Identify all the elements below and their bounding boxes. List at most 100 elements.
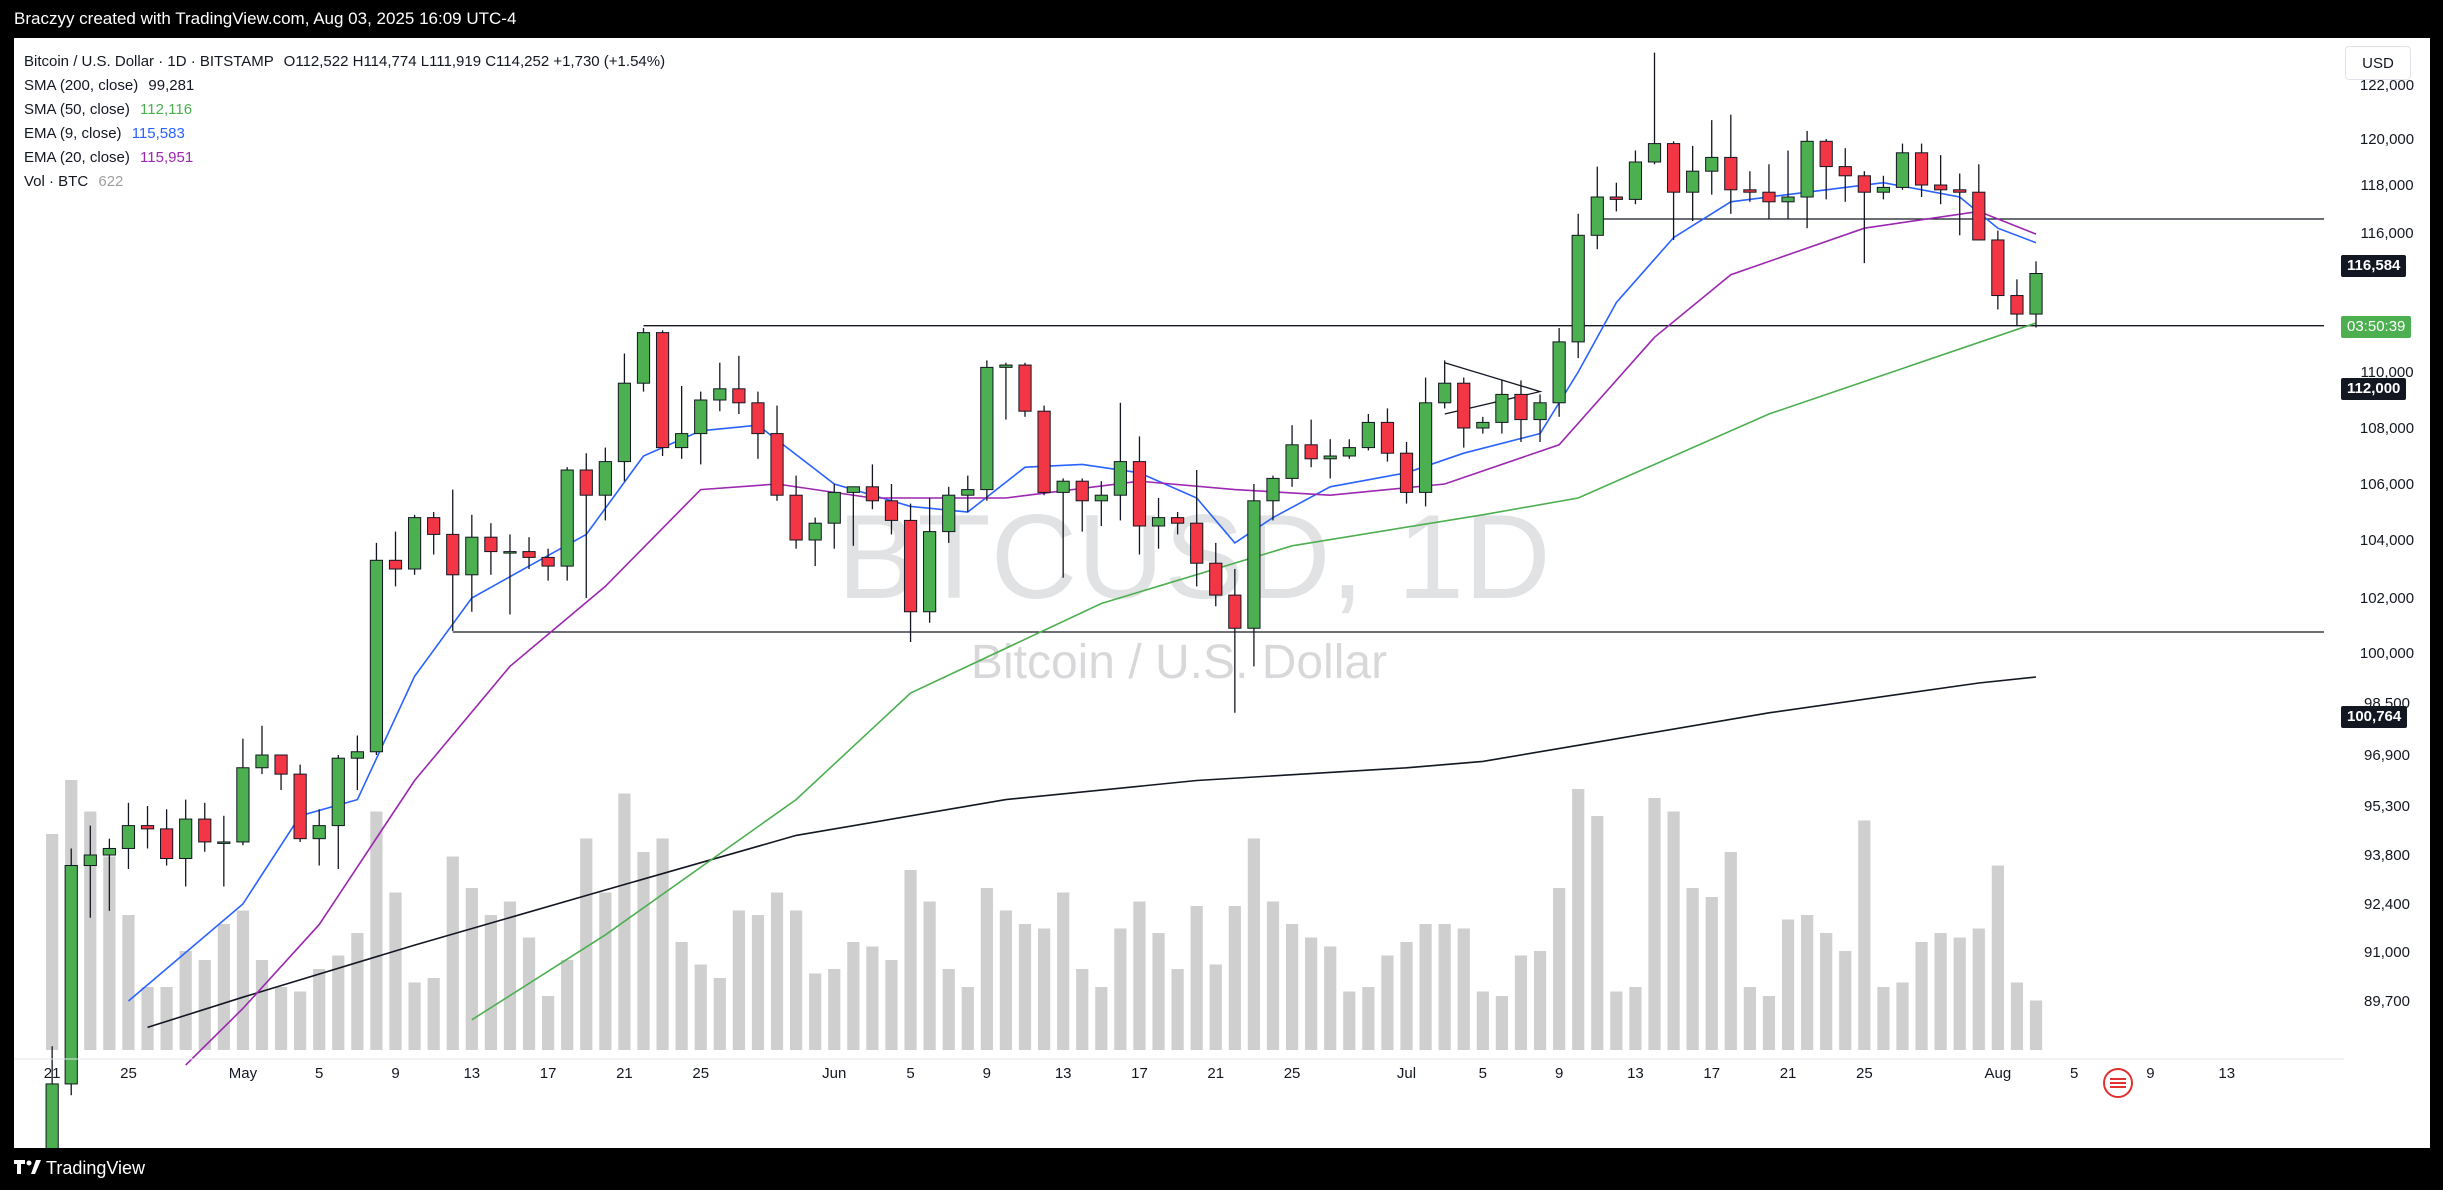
time-tick-label: 13	[2218, 1065, 2235, 1082]
candle-body	[636, 332, 651, 384]
candle-body	[1743, 189, 1757, 193]
time-tick-label: 5	[906, 1065, 914, 1082]
volume-bar	[1839, 951, 1852, 1050]
volume-bar	[1591, 816, 1604, 1050]
volume-bar	[1820, 933, 1833, 1050]
time-tick-label: 5	[2070, 1065, 2078, 1082]
candle-body	[732, 388, 746, 404]
candle-body	[465, 536, 479, 576]
price-tick-label: 95,300	[2364, 798, 2410, 815]
time-axis[interactable]: 21 25 May 5 9 13 17 21 25 Jun 5 9 13 17 21 25 Jul 5 9 13 17 2…	[14, 1058, 2344, 1082]
volume-bar	[1095, 987, 1108, 1050]
chart-legend: Bitcoin / U.S. Dollar · 1D · BITSTAMP O1…	[24, 50, 665, 194]
candle-body	[1190, 522, 1204, 564]
candle-body	[121, 825, 136, 849]
price-tick-label: 104,000	[2360, 532, 2414, 549]
chart-panel[interactable]: BTCUSD, 1D Bitcoin / U.S. Dollar 122,000…	[14, 38, 2430, 1148]
attribution-text: Braczyy created with TradingView.com, Au…	[14, 9, 517, 28]
candles	[45, 52, 2043, 1148]
candle-body	[1533, 402, 1547, 421]
legend-volume[interactable]: Vol · BTC 622	[24, 170, 665, 194]
volume-bar	[236, 910, 250, 1050]
legend-sma-50[interactable]: SMA (50, close) 112,116	[24, 98, 665, 122]
candle-body	[617, 382, 632, 463]
indicator-value: 99,281	[148, 77, 195, 94]
time-tick-label: 9	[983, 1065, 991, 1082]
candle-body	[1266, 477, 1280, 502]
price-axis[interactable]: 122,000 120,000 118,000 116,000 110,000 108,0…	[2360, 77, 2414, 1010]
candle-body	[1895, 152, 1910, 188]
volume-bar	[675, 942, 688, 1050]
volume-bar	[580, 838, 593, 1050]
volume-bar	[1419, 924, 1432, 1050]
volume-bar	[1896, 982, 1909, 1050]
candle-body	[598, 461, 612, 496]
legend-ohlc: O112,522 H114,774 L111,919 C114,252 +1,7…	[283, 53, 666, 70]
candle-body	[1037, 410, 1051, 493]
volume-bar	[828, 969, 841, 1050]
volume-bar	[1305, 937, 1318, 1050]
volume-bar	[1495, 996, 1509, 1050]
candle-body	[407, 517, 422, 570]
indicator-value: 622	[98, 173, 124, 190]
candle-body	[675, 433, 689, 449]
volume-bar	[1686, 888, 1699, 1050]
time-tick-label: 9	[2146, 1065, 2154, 1082]
volume-bar	[370, 811, 383, 1050]
candle-body	[2029, 272, 2043, 315]
candle-body	[1781, 196, 1795, 203]
bar-countdown-label: 03:50:39	[2341, 316, 2412, 338]
candle-body	[83, 854, 97, 866]
candle-body	[1800, 140, 1814, 198]
candle-body	[503, 551, 517, 554]
candle-body	[1647, 143, 1662, 163]
candle-body	[293, 773, 307, 840]
candle-body	[1838, 166, 1852, 177]
indicator-value: 115,951	[140, 149, 194, 166]
indicator-label: Vol · BTC	[24, 173, 89, 190]
legend-ema-9[interactable]: EMA (9, close) 115,583	[24, 122, 665, 146]
us-flag-event-icon[interactable]	[2103, 1068, 2133, 1098]
candle-body	[808, 522, 822, 541]
price-tick-label: 120,000	[2360, 131, 2414, 148]
candle-body	[427, 517, 441, 535]
volume-bar	[751, 915, 765, 1050]
currency-button[interactable]: USD	[2345, 46, 2411, 80]
candle-body	[484, 536, 498, 553]
indicator-label: SMA (50, close)	[24, 101, 130, 118]
volume-bar	[1858, 820, 1871, 1050]
candle-body	[64, 865, 78, 1085]
candle-body	[1590, 196, 1604, 236]
volume-bar	[84, 811, 97, 1050]
price-tick-label: 118,000	[2360, 177, 2413, 194]
legend-symbol-row[interactable]: Bitcoin / U.S. Dollar · 1D · BITSTAMP O1…	[24, 50, 665, 74]
volume-bar	[217, 924, 230, 1050]
legend-ema-20[interactable]: EMA (20, close) 115,951	[24, 146, 665, 170]
volume-bar	[141, 987, 154, 1050]
tradingview-logo-icon	[14, 1160, 41, 1174]
volume-bar	[694, 964, 707, 1050]
time-tick-label: Jun	[822, 1065, 846, 1082]
price-chart[interactable]: BTCUSD, 1D Bitcoin / U.S. Dollar 122,000…	[14, 38, 2430, 1148]
volume-bar	[446, 856, 459, 1050]
volume-bar	[1171, 969, 1184, 1050]
footer-bar: TradingView	[0, 1148, 2443, 1190]
candle-body	[789, 494, 803, 541]
volume-bar	[1724, 852, 1737, 1050]
watermark: BTCUSD, 1D Bitcoin / U.S. Dollar	[837, 490, 1550, 689]
candle-body	[980, 366, 994, 491]
time-tick-label: 13	[463, 1065, 480, 1082]
candle-body	[846, 486, 860, 493]
volume-bar	[255, 960, 269, 1050]
candle-body	[45, 1083, 59, 1148]
pennant-drawing	[1444, 362, 1543, 415]
candle-body	[541, 556, 555, 567]
volume-bar	[1133, 901, 1146, 1050]
attribution-bar: Braczyy created with TradingView.com, Au…	[0, 0, 2443, 38]
volume-bar	[408, 982, 421, 1050]
volume-bar	[599, 892, 612, 1050]
candle-body	[942, 494, 956, 533]
candle-body	[1247, 500, 1261, 629]
ma-line	[185, 210, 2037, 1066]
legend-sma-200[interactable]: SMA (200, close) 99,281	[24, 74, 665, 98]
